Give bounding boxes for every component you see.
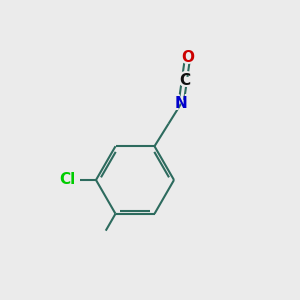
Text: C: C — [177, 71, 192, 91]
Text: N: N — [175, 96, 188, 111]
Text: N: N — [172, 94, 190, 114]
Text: O: O — [179, 48, 196, 68]
Text: Cl: Cl — [60, 172, 76, 188]
Text: O: O — [181, 50, 194, 65]
Text: C: C — [179, 73, 190, 88]
